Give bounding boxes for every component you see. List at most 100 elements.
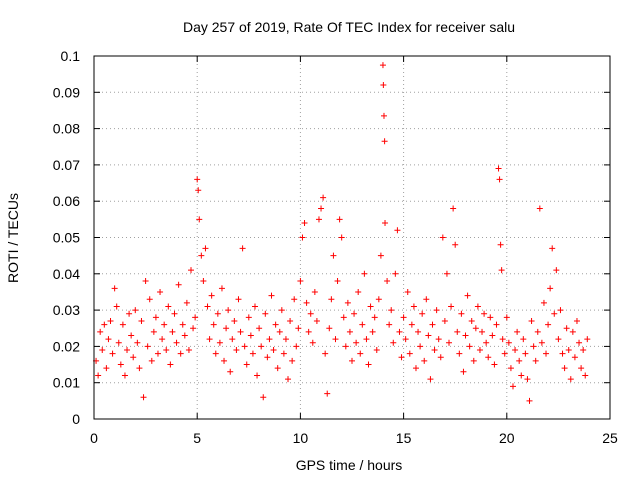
data-point [171, 310, 178, 317]
data-point [256, 325, 263, 332]
data-point [452, 241, 459, 248]
data-point [462, 332, 469, 339]
y-tick-label: 0.05 [53, 230, 80, 246]
data-point [138, 317, 145, 324]
grid-lines [94, 56, 610, 419]
data-point [357, 350, 364, 357]
data-point [212, 350, 219, 357]
data-point [545, 321, 552, 328]
data-point [555, 336, 562, 343]
data-point [410, 303, 417, 310]
data-point [505, 339, 512, 346]
data-point [559, 350, 566, 357]
data-point [342, 343, 349, 350]
data-point [266, 336, 273, 343]
data-point [367, 303, 374, 310]
data-point [429, 321, 436, 328]
data-point [161, 321, 168, 328]
data-point [433, 307, 440, 314]
data-point [159, 336, 166, 343]
data-point [309, 339, 316, 346]
data-point [195, 187, 202, 194]
data-point [474, 303, 481, 310]
data-point [495, 165, 502, 172]
data-point [130, 354, 137, 361]
data-point [460, 368, 467, 375]
data-point [551, 310, 558, 317]
data-point [315, 216, 322, 223]
data-point [278, 307, 285, 314]
data-point [412, 365, 419, 372]
data-point [262, 310, 269, 317]
data-point [476, 347, 483, 354]
data-point [503, 314, 510, 321]
data-point [144, 343, 151, 350]
data-point [538, 339, 545, 346]
data-point [501, 350, 508, 357]
data-point [489, 332, 496, 339]
data-point [439, 234, 446, 241]
data-point [553, 267, 560, 274]
data-point [450, 205, 457, 212]
y-tick-labels: 0 0.01 0.02 0.03 0.04 0.05 0.06 0.07 0.08 0.09 0.1 [53, 48, 80, 427]
data-point [458, 310, 465, 317]
data-point [573, 317, 580, 324]
data-point [109, 350, 116, 357]
data-point [305, 328, 312, 335]
data-point [415, 328, 422, 335]
x-tick-labels: 0 5 10 15 20 25 [90, 430, 618, 446]
data-point [274, 365, 281, 372]
data-point [576, 339, 583, 346]
data-point [377, 252, 384, 259]
data-point [507, 365, 514, 372]
y-tick-label: 0.04 [53, 266, 80, 282]
data-point [353, 339, 360, 346]
data-point [177, 350, 184, 357]
data-point [318, 205, 325, 212]
data-point [491, 361, 498, 368]
data-point [336, 216, 343, 223]
y-tick-label: 0.1 [61, 48, 81, 64]
data-point [95, 372, 102, 379]
data-point [338, 234, 345, 241]
data-point [425, 332, 432, 339]
data-point [373, 347, 380, 354]
data-point [297, 278, 304, 285]
data-point [247, 332, 254, 339]
data-point [179, 321, 186, 328]
data-point [431, 347, 438, 354]
data-point [481, 310, 488, 317]
x-axis-label: GPS time / hours [296, 457, 403, 473]
data-point [190, 325, 197, 332]
y-tick-label: 0 [72, 411, 80, 427]
data-point [239, 245, 246, 252]
data-point [289, 357, 296, 364]
data-point [165, 303, 172, 310]
data-point [435, 336, 442, 343]
data-point [115, 339, 122, 346]
data-point [456, 350, 463, 357]
data-point [243, 361, 250, 368]
data-point [328, 296, 335, 303]
data-point [307, 310, 314, 317]
data-point [303, 299, 310, 306]
data-point [472, 325, 479, 332]
chart-title: Day 257 of 2019, Rate Of TEC Index for r… [183, 19, 515, 35]
data-point [580, 347, 587, 354]
data-point [188, 267, 195, 274]
data-point [320, 194, 327, 201]
y-tick-label: 0.08 [53, 121, 80, 137]
data-point [419, 310, 426, 317]
data-point [390, 339, 397, 346]
data-point [185, 347, 192, 354]
data-point [126, 310, 133, 317]
data-point [375, 296, 382, 303]
data-point [103, 365, 110, 372]
data-point [584, 336, 591, 343]
x-tick-label: 10 [293, 430, 309, 446]
data-point [214, 310, 221, 317]
data-point [402, 336, 409, 343]
data-point [448, 303, 455, 310]
data-point [148, 357, 155, 364]
